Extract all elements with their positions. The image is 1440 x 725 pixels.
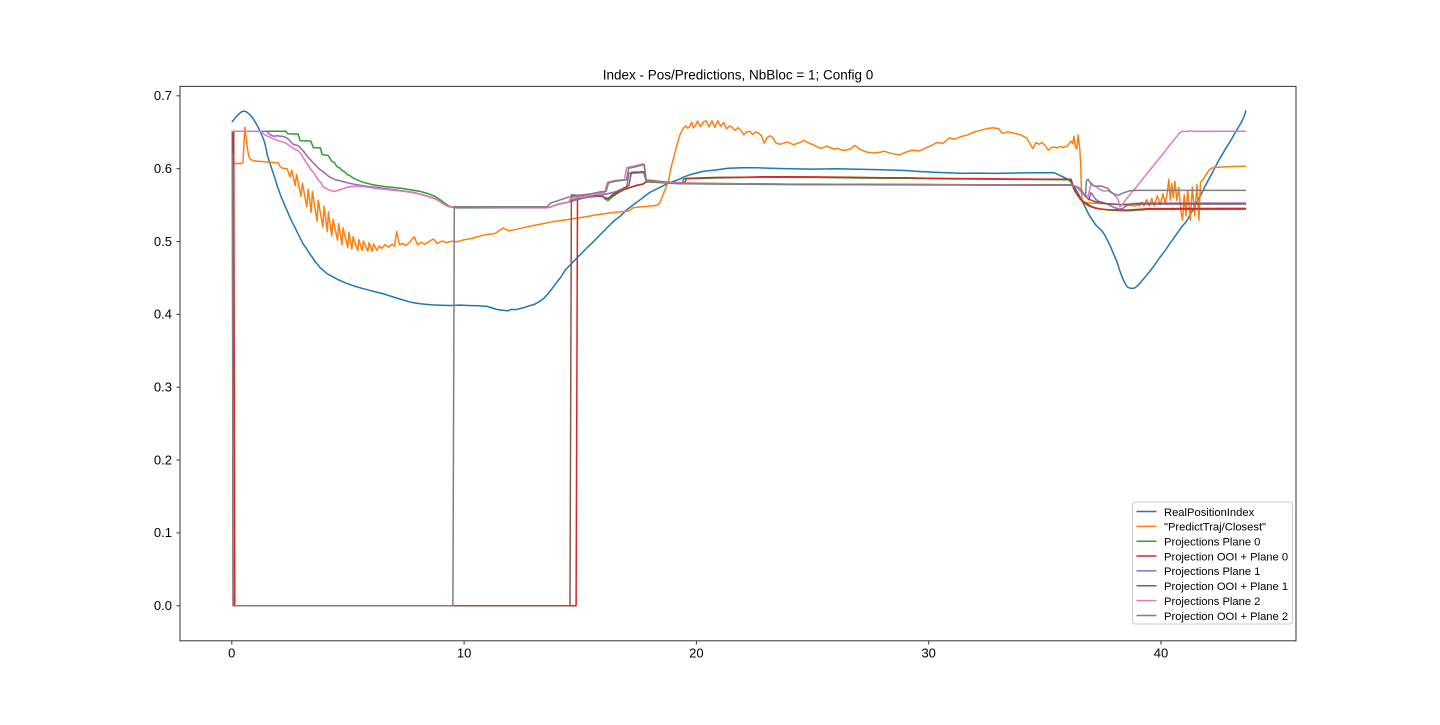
svg-text:Index - Pos/Predictions, NbBlo: Index - Pos/Predictions, NbBloc = 1; Con… [603, 68, 874, 83]
svg-text:0.7: 0.7 [154, 88, 172, 103]
svg-text:10: 10 [457, 646, 471, 661]
svg-text:Projection OOI + Plane 2: Projection OOI + Plane 2 [1164, 611, 1288, 623]
svg-text:Projection OOI + Plane 0: Projection OOI + Plane 0 [1164, 551, 1288, 563]
svg-text:Projections Plane 1: Projections Plane 1 [1164, 566, 1260, 578]
svg-text:0.2: 0.2 [154, 452, 172, 467]
svg-text:40: 40 [1154, 646, 1168, 661]
svg-text:"PredictTraj/Closest": "PredictTraj/Closest" [1164, 522, 1266, 534]
svg-text:Projections Plane 0: Projections Plane 0 [1164, 537, 1260, 549]
svg-text:Projection OOI + Plane 1: Projection OOI + Plane 1 [1164, 581, 1288, 593]
svg-text:0.3: 0.3 [154, 380, 172, 395]
svg-text:30: 30 [921, 646, 935, 661]
svg-text:0.6: 0.6 [154, 161, 172, 176]
svg-text:20: 20 [689, 646, 703, 661]
svg-text:Projections Plane 2: Projections Plane 2 [1164, 596, 1260, 608]
svg-text:0: 0 [228, 646, 235, 661]
svg-text:RealPositionIndex: RealPositionIndex [1164, 507, 1255, 519]
svg-text:0.5: 0.5 [154, 234, 172, 249]
svg-text:0.4: 0.4 [154, 307, 172, 322]
svg-text:0.1: 0.1 [154, 525, 172, 540]
svg-text:0.0: 0.0 [154, 598, 172, 613]
